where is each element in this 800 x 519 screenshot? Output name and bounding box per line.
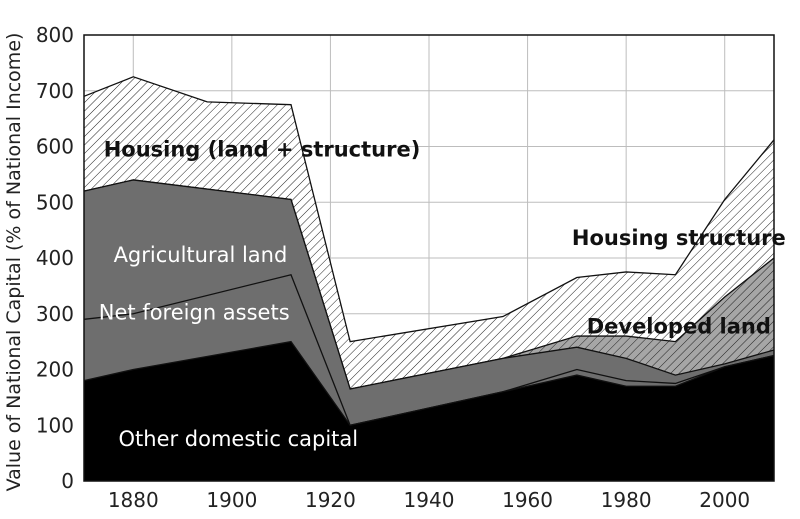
y-tick-label: 800	[36, 23, 74, 47]
y-tick-label: 300	[36, 302, 74, 326]
x-tick-label: 1920	[305, 488, 356, 512]
plot-frame	[83, 34, 775, 482]
y-axis-title: Value of National Capital (% of National…	[3, 33, 25, 492]
y-tick-label: 0	[61, 469, 74, 493]
label-other-domestic-capital: Other domestic capital	[119, 427, 359, 451]
x-tick-label: 1960	[502, 488, 553, 512]
label-housing-land-structure: Housing (land + structure)	[104, 138, 421, 162]
x-tick-label: 1880	[108, 488, 159, 512]
line-other-domestic-capital	[83, 340, 775, 426]
line-housing-structure	[83, 76, 775, 343]
axes: 0 100 200 300 400 500 600 700 800 1880 1900 1920 194…	[36, 23, 775, 512]
x-tick-label: 1980	[601, 488, 652, 512]
areas	[83, 76, 775, 481]
y-tick-label: 100	[36, 413, 74, 437]
x-tick-label: 1940	[404, 488, 455, 512]
y-tick-label: 200	[36, 358, 74, 382]
y-tick-label: 700	[36, 79, 74, 103]
line-net-foreign-assets	[83, 273, 775, 427]
y-tick-label: 500	[36, 190, 74, 214]
annotations: Housing (land + structure) Agricultural l…	[99, 138, 786, 451]
label-developed-land: Developed land	[587, 314, 771, 338]
y-tick-label: 600	[36, 135, 74, 159]
label-net-foreign-assets: Net foreign assets	[99, 300, 290, 324]
line-agricultural-land	[83, 179, 775, 390]
x-tick-label: 2000	[699, 488, 750, 512]
area-other-domestic-capital	[84, 341, 774, 481]
label-agricultural-land: Agricultural land	[114, 243, 288, 267]
x-tick-label: 1900	[206, 488, 257, 512]
label-housing-structure: Housing structure	[572, 226, 786, 250]
y-tick-label: 400	[36, 246, 74, 270]
